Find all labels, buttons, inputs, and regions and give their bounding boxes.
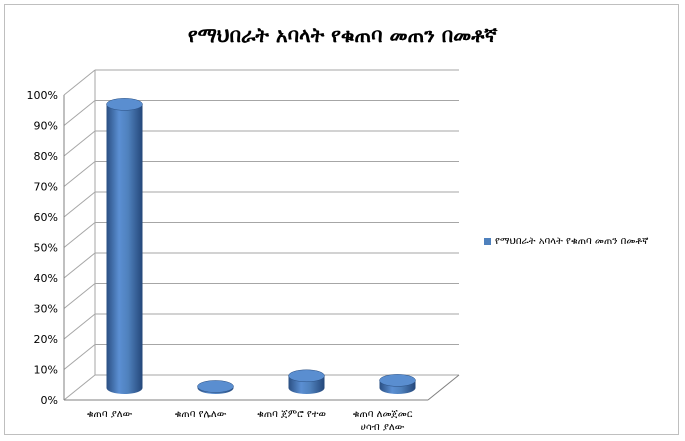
bar-1 (197, 380, 234, 395)
x-tick-label: ቁጠባ የሌለው (175, 409, 227, 420)
y-tick-label: 80% (34, 150, 58, 163)
bar-top (288, 369, 325, 383)
gridline-diagonal (63, 161, 96, 187)
bar-3 (379, 374, 416, 395)
bar-top (379, 374, 416, 387)
bar-body (106, 104, 143, 395)
chart-title: የማህበራት አባላት የቁጠባ መጠን በመቶኛ (187, 23, 498, 47)
gridline-diagonal (63, 69, 96, 96)
gridline-diagonal (63, 222, 96, 248)
y-tick-label: 60% (34, 211, 58, 224)
gridline-diagonal (63, 374, 96, 401)
bar-top (106, 98, 143, 111)
gridline-diagonal (63, 283, 96, 309)
y-tick-label: 0% (41, 394, 58, 407)
x-tick-label: ቁጠባ ጀምሮ የተወ (257, 409, 326, 420)
legend-swatch (484, 238, 491, 245)
gridline-diagonal (63, 130, 96, 157)
y-tick-label: 100% (27, 89, 58, 102)
y-tick-label: 40% (34, 272, 58, 285)
x-tick-label: ቁጠባ ያለው (87, 409, 133, 420)
gridline-diagonal (63, 100, 96, 126)
y-tick-label: 90% (34, 120, 58, 133)
legend: የማህበራት አባላት የቁጠባ መጠን በመቶኛ (484, 236, 648, 247)
y-tick-label: 70% (34, 181, 58, 194)
gridline-diagonal (63, 191, 96, 218)
legend-label: የማህበራት አባላት የቁጠባ መጠን በመቶኛ (495, 236, 649, 247)
bar-0 (106, 98, 143, 395)
gridline-diagonal (63, 344, 96, 370)
x-tick-label: ቁጠባ ለመጀመር ሀሳብ ያለው (353, 409, 413, 433)
floor-right-edge (427, 374, 460, 401)
y-tick-label: 30% (34, 303, 58, 316)
y-tick-label: 10% (34, 364, 58, 377)
gridline-diagonal (63, 252, 96, 279)
bar-top (197, 380, 234, 393)
y-tick-label: 50% (34, 242, 58, 255)
y-tick-label: 20% (34, 333, 58, 346)
bar-2 (288, 369, 325, 395)
gridline-diagonal (63, 313, 96, 340)
